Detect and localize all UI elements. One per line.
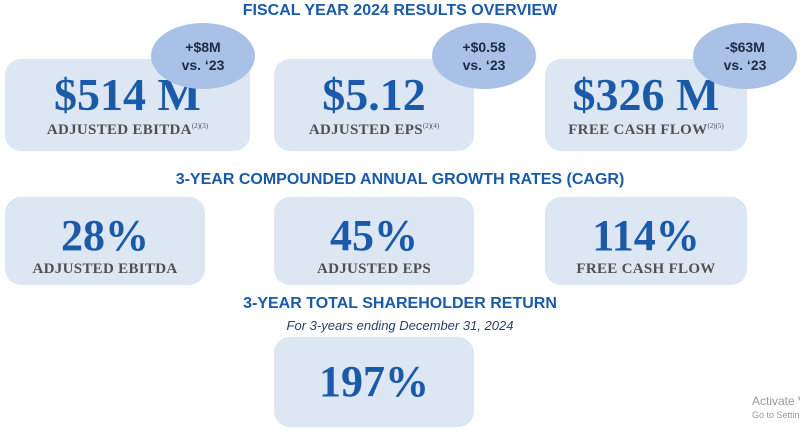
fcf-label-text: FREE CASH FLOW (568, 122, 708, 138)
cagr-title: 3-YEAR COMPOUNDED ANNUAL GROWTH RATES (C… (175, 171, 625, 188)
fcf-value: $326 M (572, 69, 720, 120)
fcf-footnote: (2)(5) (707, 122, 724, 130)
ebitda-label-text: ADJUSTED EBITDA (46, 122, 192, 138)
activation-watermark-line2: Go to Setting (752, 410, 800, 420)
cagr-fcf-label: FREE CASH FLOW (576, 261, 716, 277)
tsr-title: 3-YEAR TOTAL SHAREHOLDER RETURN (243, 295, 557, 312)
cagr-ebitda-label: ADJUSTED EBITDA (32, 261, 178, 277)
eps-label-text: ADJUSTED EPS (308, 122, 423, 138)
cagr-eps-label: ADJUSTED EPS (316, 261, 432, 277)
fcf-change-bubble: -$63M vs. ‘23 (693, 23, 797, 89)
ebitda-footnote: (2)(3) (191, 122, 209, 130)
activation-watermark-line1: Activate V (752, 394, 800, 408)
eps-value: $5.12 (322, 69, 426, 120)
cagr-ebitda-value: 28% (61, 211, 149, 260)
eps-footnote: (2)(4) (422, 122, 440, 130)
fcf-vs: vs. ‘23 (723, 57, 767, 73)
fcf-label: FREE CASH FLOW(2)(5) (545, 122, 747, 139)
eps-change-bubble: +$0.58 vs. ‘23 (432, 23, 536, 89)
cagr-ebitda-card: 28% ADJUSTED EBITDA (5, 197, 205, 285)
ebitda-label: ADJUSTED EBITDA(2)(3) (5, 122, 250, 139)
eps-label: ADJUSTED EPS(2)(4) (274, 122, 474, 139)
cagr-fcf-card: 114% FREE CASH FLOW (545, 197, 747, 285)
tsr-subtitle: For 3-years ending December 31, 2024 (286, 318, 514, 333)
ebitda-vs: vs. ‘23 (181, 57, 225, 73)
eps-vs: vs. ‘23 (462, 57, 506, 73)
eps-change: +$0.58 (462, 39, 506, 55)
cagr-fcf-value: 114% (592, 211, 700, 260)
tsr-card: 197% (274, 337, 474, 427)
ebitda-change-bubble: +$8M vs. ‘23 (151, 23, 255, 89)
ebitda-change: +$8M (185, 39, 221, 55)
cagr-eps-value: 45% (330, 211, 418, 260)
fcf-change: -$63M (725, 39, 765, 55)
overview-title: FISCAL YEAR 2024 RESULTS OVERVIEW (242, 2, 558, 19)
cagr-eps-card: 45% ADJUSTED EPS (274, 197, 474, 285)
tsr-value: 197% (319, 357, 429, 406)
